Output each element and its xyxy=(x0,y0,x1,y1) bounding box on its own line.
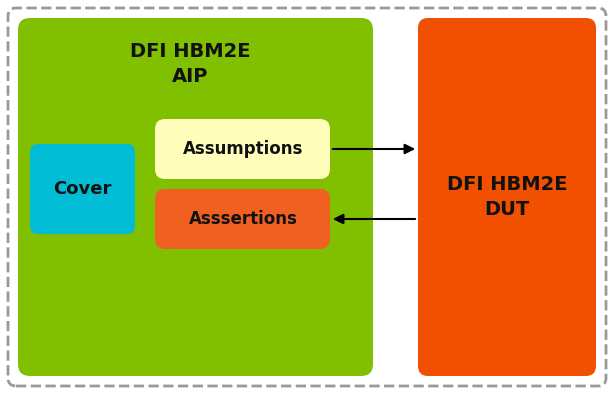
FancyBboxPatch shape xyxy=(155,119,330,179)
FancyBboxPatch shape xyxy=(155,189,330,249)
Text: DFI HBM2E
AIP: DFI HBM2E AIP xyxy=(130,42,251,86)
FancyBboxPatch shape xyxy=(418,18,596,376)
Text: Asssertions: Asssertions xyxy=(188,210,297,228)
FancyBboxPatch shape xyxy=(30,144,135,234)
FancyBboxPatch shape xyxy=(18,18,373,376)
Text: DFI HBM2E
DUT: DFI HBM2E DUT xyxy=(447,175,567,219)
Text: Cover: Cover xyxy=(53,180,111,198)
Text: Assumptions: Assumptions xyxy=(183,140,303,158)
